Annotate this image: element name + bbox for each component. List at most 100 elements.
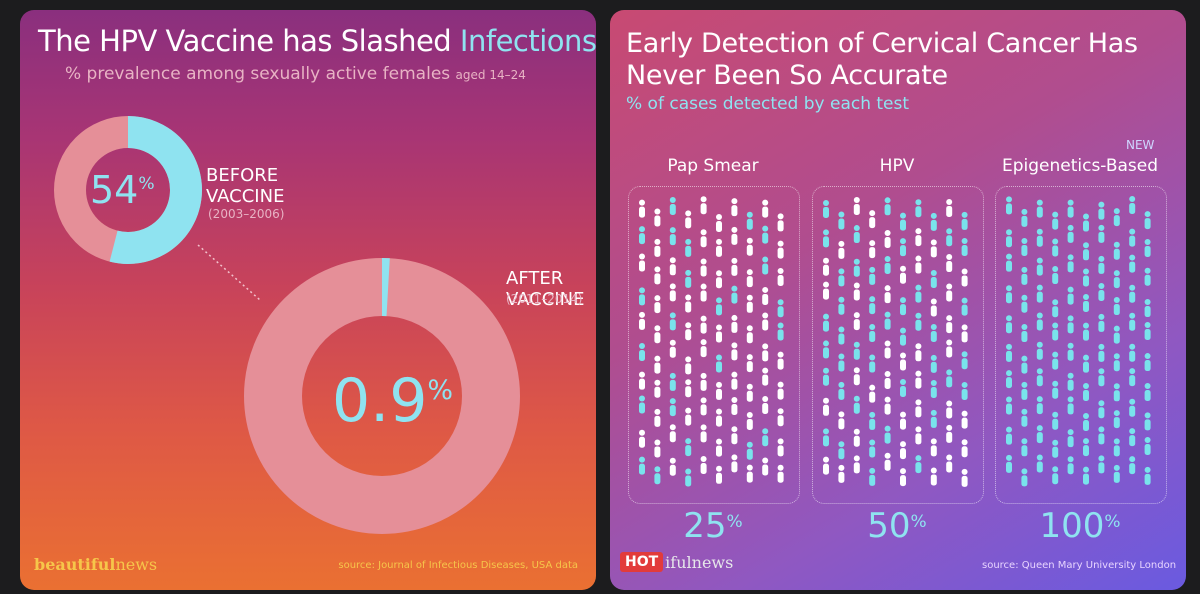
person-body bbox=[1052, 387, 1059, 399]
person-head bbox=[639, 311, 645, 318]
person-head bbox=[869, 266, 876, 273]
person-head bbox=[1083, 213, 1089, 220]
person-icon bbox=[685, 210, 692, 229]
person-head bbox=[1129, 228, 1136, 235]
person-body bbox=[900, 386, 906, 398]
person-body bbox=[838, 388, 845, 400]
donut-before-segment bbox=[109, 116, 202, 264]
person-head bbox=[823, 199, 829, 206]
person-head bbox=[777, 464, 784, 471]
person-icon bbox=[1113, 410, 1120, 429]
person-head bbox=[639, 253, 645, 260]
person-body bbox=[1083, 275, 1089, 287]
person-head bbox=[884, 255, 891, 262]
person-head bbox=[1036, 257, 1043, 264]
person-icon bbox=[639, 429, 645, 448]
person-body bbox=[1113, 332, 1120, 344]
person-body bbox=[915, 319, 922, 331]
person-icon bbox=[1098, 313, 1105, 332]
person-body bbox=[1098, 350, 1105, 362]
column-label-hpv: HPV bbox=[879, 156, 915, 176]
person-icon bbox=[700, 424, 707, 443]
person-head bbox=[746, 441, 753, 448]
person-icon bbox=[884, 396, 891, 415]
person-body bbox=[884, 318, 891, 330]
person-head bbox=[1067, 315, 1074, 322]
person-body bbox=[884, 432, 891, 444]
person-head bbox=[1021, 438, 1028, 445]
person-body bbox=[1036, 206, 1043, 218]
person-icon bbox=[1144, 353, 1151, 372]
person-body bbox=[1083, 473, 1089, 485]
person-head bbox=[669, 339, 676, 346]
person-icon bbox=[961, 351, 968, 370]
person-body bbox=[900, 359, 906, 371]
person-head bbox=[654, 466, 661, 473]
person-icon bbox=[654, 408, 661, 427]
person-head bbox=[869, 296, 876, 303]
person-body bbox=[669, 405, 676, 417]
person-icon bbox=[961, 211, 968, 230]
person-head bbox=[1052, 238, 1059, 245]
person-icon bbox=[1113, 438, 1120, 457]
person-head bbox=[746, 411, 753, 418]
person-body bbox=[1021, 362, 1028, 374]
person-body bbox=[762, 263, 769, 275]
person-icon bbox=[654, 379, 661, 398]
person-head bbox=[1113, 297, 1120, 304]
person-icon bbox=[731, 285, 738, 304]
person-head bbox=[1129, 456, 1136, 463]
person-head bbox=[731, 454, 738, 461]
person-icon bbox=[946, 228, 953, 247]
person-head bbox=[1052, 211, 1059, 218]
person-head bbox=[1098, 313, 1105, 320]
person-body bbox=[762, 206, 769, 218]
person-head bbox=[669, 398, 676, 405]
person-head bbox=[823, 397, 829, 404]
person-body bbox=[930, 246, 937, 258]
person-body bbox=[1083, 445, 1089, 457]
person-head bbox=[915, 370, 922, 377]
person-icon bbox=[762, 225, 769, 244]
person-body bbox=[1144, 218, 1151, 230]
person-head bbox=[1036, 199, 1043, 206]
person-head bbox=[853, 312, 860, 319]
person-head bbox=[1036, 454, 1043, 461]
person-body bbox=[639, 436, 645, 448]
person-body bbox=[1021, 215, 1028, 227]
person-head bbox=[1144, 412, 1151, 419]
person-icon bbox=[1006, 315, 1012, 334]
person-head bbox=[853, 225, 860, 232]
person-body bbox=[930, 277, 937, 289]
person-head bbox=[900, 212, 906, 219]
person-head bbox=[1036, 341, 1043, 348]
person-head bbox=[639, 456, 645, 463]
person-head bbox=[1113, 241, 1120, 248]
person-body bbox=[1129, 350, 1136, 362]
person-icon bbox=[1052, 299, 1059, 318]
person-head bbox=[900, 411, 906, 418]
person-body bbox=[1113, 215, 1120, 227]
person-head bbox=[1144, 299, 1151, 306]
person-icon bbox=[900, 411, 906, 430]
person-head bbox=[1006, 285, 1012, 292]
person-icon bbox=[900, 441, 906, 460]
person-icon bbox=[915, 426, 922, 445]
person-icon bbox=[930, 438, 937, 457]
percent-sign: % bbox=[427, 375, 454, 407]
person-body bbox=[961, 388, 968, 400]
person-icon bbox=[654, 466, 661, 485]
person-head bbox=[685, 322, 692, 329]
person-icon bbox=[746, 464, 753, 483]
person-head bbox=[1006, 343, 1012, 350]
person-body bbox=[1113, 445, 1120, 457]
person-body bbox=[1006, 292, 1012, 304]
person-icon bbox=[1083, 466, 1089, 485]
person-body bbox=[731, 321, 738, 333]
before-value-label: 54% bbox=[90, 168, 155, 212]
person-head bbox=[1052, 411, 1059, 418]
person-icon bbox=[777, 299, 784, 318]
person-icon bbox=[884, 425, 891, 444]
person-head bbox=[654, 266, 661, 273]
person-body bbox=[1021, 273, 1028, 285]
